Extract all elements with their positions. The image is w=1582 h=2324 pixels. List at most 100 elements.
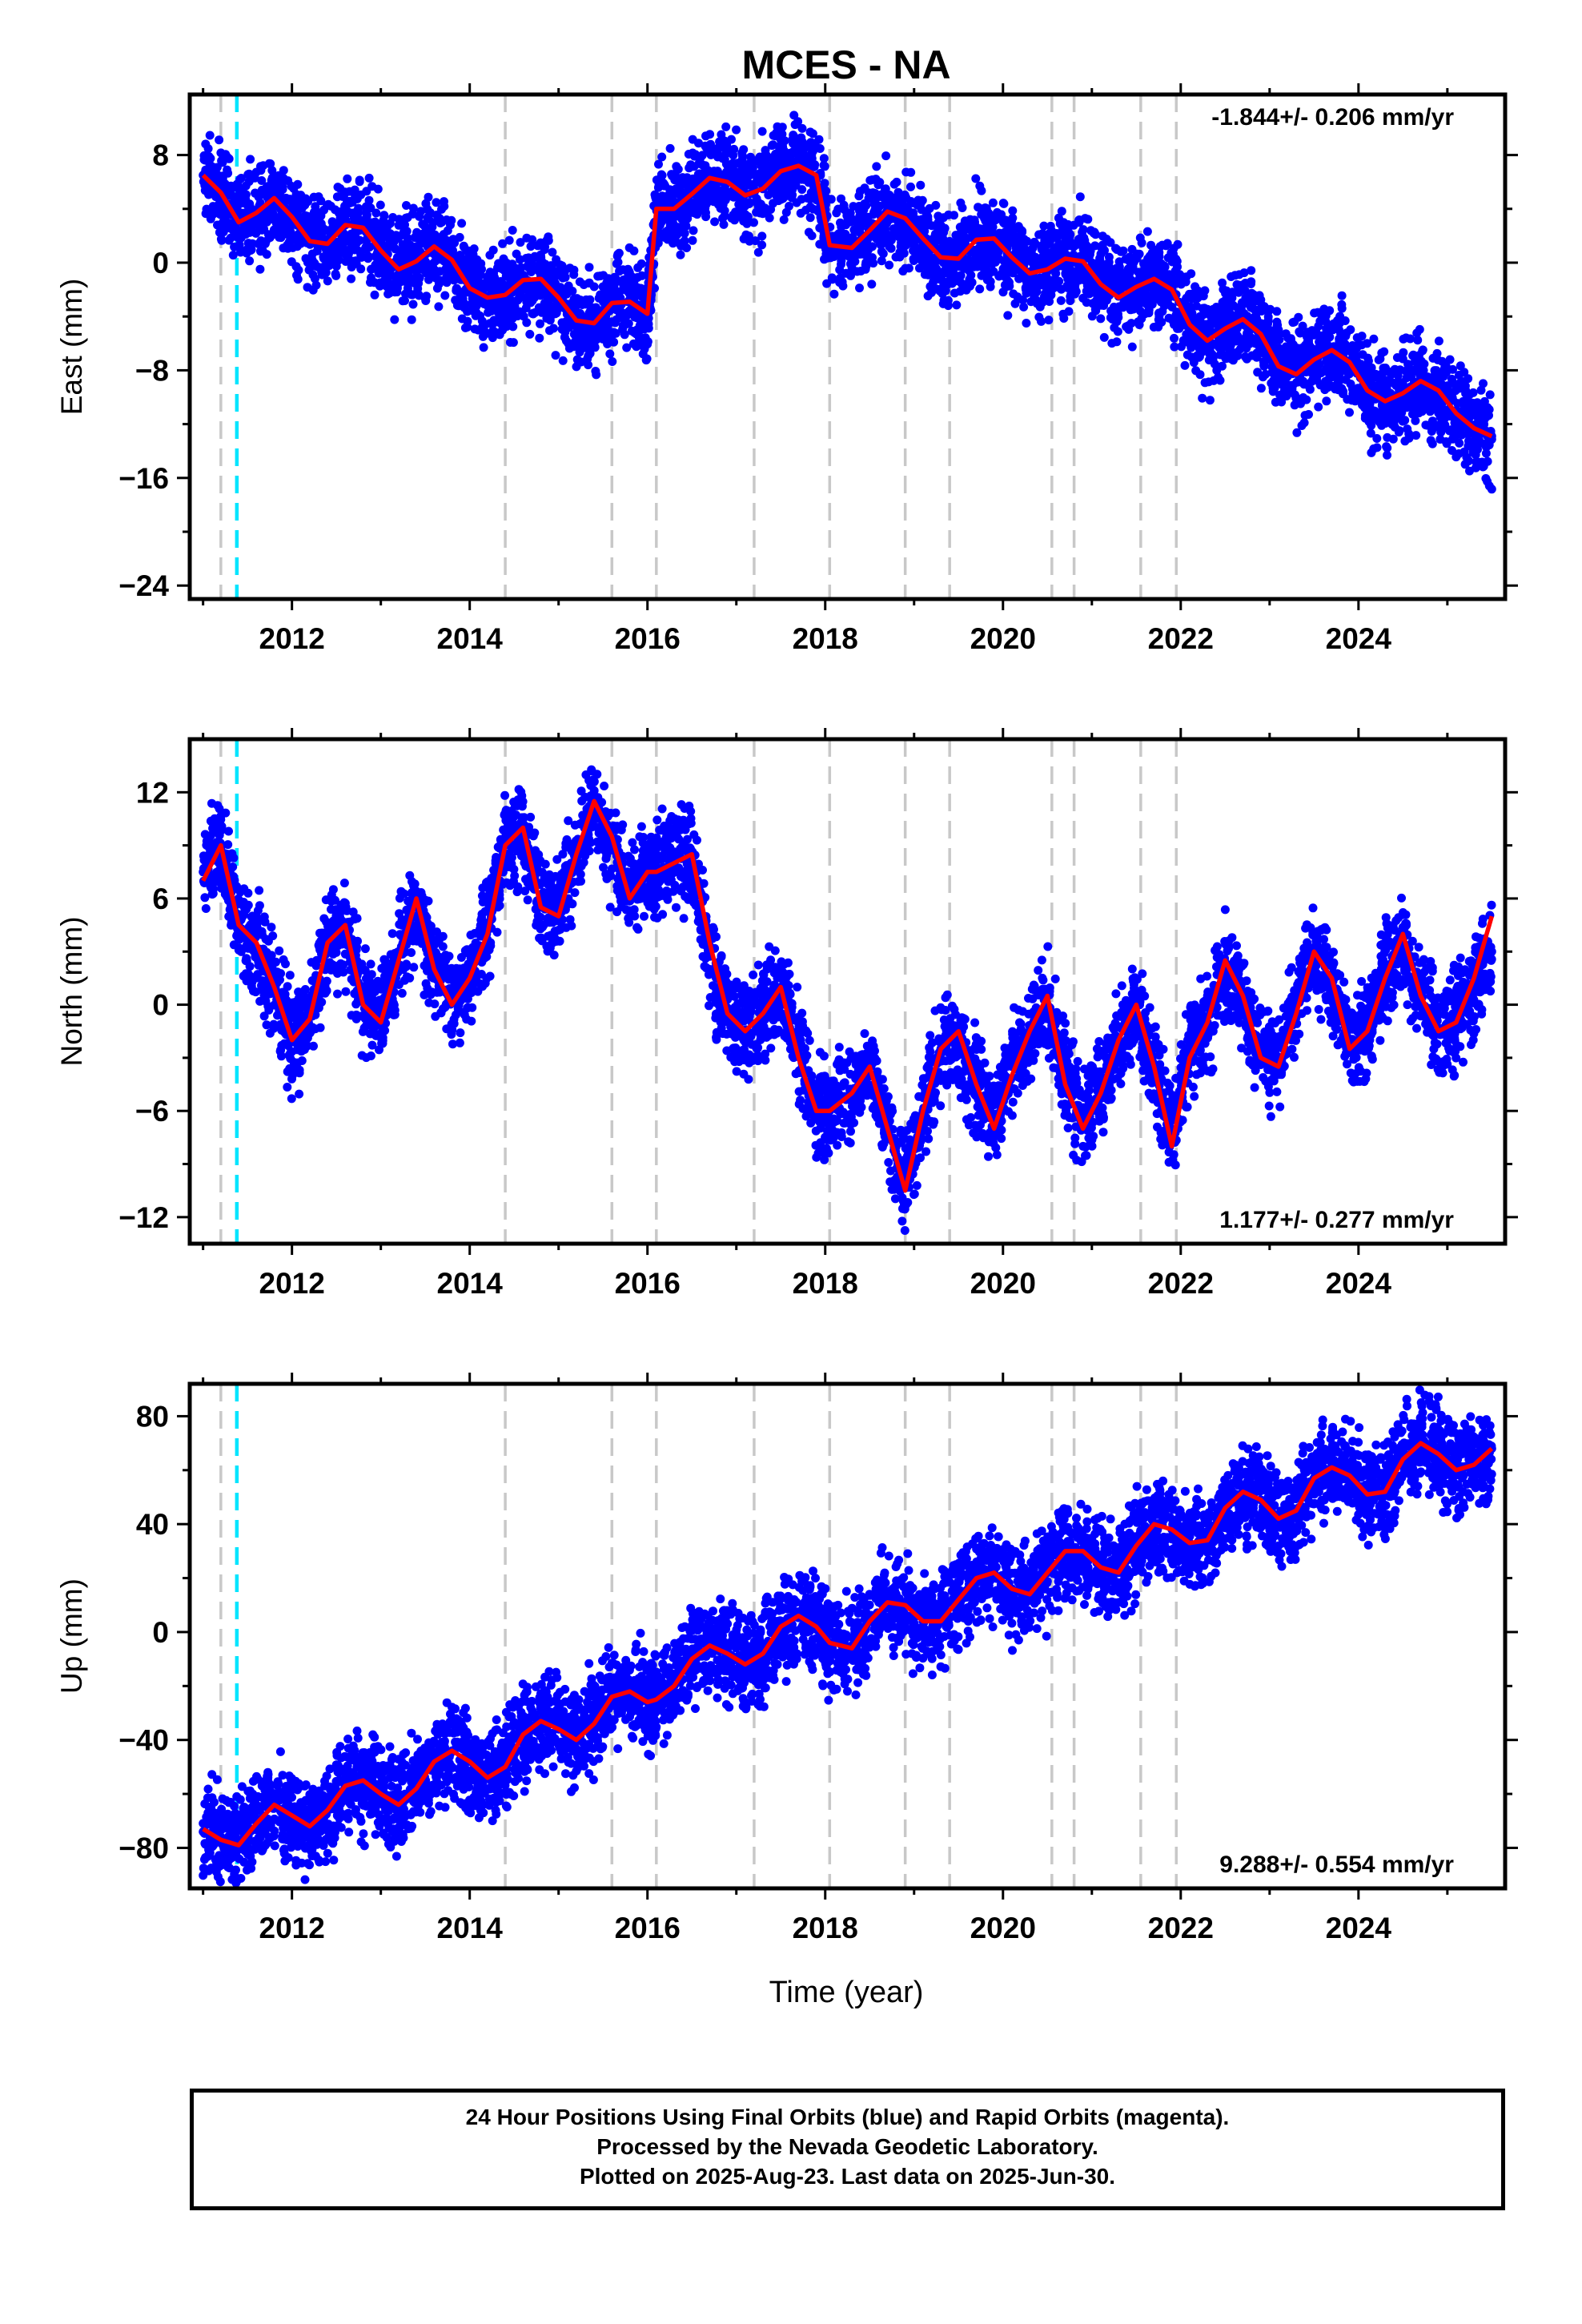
data-point (1231, 331, 1241, 340)
data-point (526, 259, 536, 268)
data-point (948, 266, 958, 275)
data-point (790, 120, 800, 130)
data-point (636, 259, 646, 268)
data-point (1331, 367, 1341, 376)
data-point (749, 218, 758, 227)
data-point (999, 199, 1009, 208)
data-point (279, 243, 288, 253)
data-point (264, 159, 274, 168)
data-point (1364, 396, 1374, 405)
data-point (536, 253, 546, 262)
data-point (814, 135, 824, 144)
data-point (624, 319, 633, 328)
data-point (853, 245, 863, 255)
data-point (984, 208, 994, 218)
data-point (1372, 434, 1382, 443)
data-point (765, 161, 775, 171)
data-point (1328, 325, 1338, 335)
data-point (305, 213, 315, 223)
data-point (215, 135, 224, 145)
data-point (757, 127, 767, 136)
data-point (878, 249, 888, 259)
data-point (693, 170, 703, 179)
data-point (1082, 241, 1091, 251)
data-point (380, 222, 390, 231)
chart-title: MCES - NA (741, 42, 950, 87)
data-point (868, 231, 877, 241)
data-point (1018, 296, 1027, 304)
data-point (1269, 376, 1279, 385)
data-point (827, 273, 837, 283)
data-point (545, 326, 554, 336)
data-point (1079, 233, 1089, 243)
data-point (1063, 219, 1073, 229)
data-point (1189, 358, 1199, 368)
data-point (431, 256, 440, 266)
data-point (1319, 334, 1329, 344)
data-point (757, 240, 767, 250)
data-point (218, 171, 227, 181)
data-point (1356, 360, 1366, 369)
data-point (938, 232, 947, 242)
data-point (1346, 325, 1355, 335)
data-point (1227, 272, 1236, 281)
data-point (851, 218, 861, 227)
data-point (654, 159, 663, 169)
data-point (1337, 300, 1347, 309)
data-point (1008, 213, 1018, 223)
data-point (1151, 260, 1161, 270)
data-point (1054, 213, 1063, 223)
data-point (682, 243, 692, 252)
data-point (1100, 270, 1110, 279)
data-point (527, 267, 536, 276)
data-point (631, 288, 640, 298)
data-point (967, 278, 977, 287)
data-point (789, 139, 797, 148)
data-point (1294, 312, 1303, 322)
data-point (589, 282, 599, 292)
data-point (333, 241, 343, 251)
data-point (1008, 230, 1018, 239)
data-point (1299, 376, 1308, 386)
data-point (1154, 315, 1163, 324)
data-point (1114, 264, 1124, 274)
data-point (1046, 221, 1055, 231)
data-point (572, 362, 581, 372)
data-point (765, 213, 774, 223)
data-point (1322, 324, 1331, 334)
data-point (797, 123, 807, 133)
data-point (1447, 446, 1456, 455)
data-point (355, 177, 364, 187)
data-point (1084, 278, 1094, 287)
data-point (202, 204, 211, 214)
data-point (420, 293, 430, 303)
data-point (1154, 292, 1164, 301)
data-point (826, 195, 836, 204)
data-point (446, 220, 455, 230)
data-point (526, 242, 536, 251)
data-point (1082, 298, 1091, 308)
data-point (907, 238, 917, 247)
data-point (1272, 307, 1282, 316)
data-point (1366, 428, 1375, 438)
data-point (590, 343, 600, 352)
data-point (224, 154, 234, 163)
data-point (1400, 416, 1410, 425)
data-point (267, 166, 277, 175)
data-point (1037, 316, 1046, 326)
data-point (1224, 352, 1234, 361)
data-point (584, 263, 594, 272)
data-point (1275, 390, 1285, 400)
data-point (584, 311, 593, 320)
data-point (1172, 257, 1182, 267)
data-point (1191, 340, 1200, 349)
data-point (383, 264, 392, 274)
data-point (1229, 300, 1238, 310)
data-point (533, 241, 543, 251)
data-point (721, 122, 731, 131)
data-point (1103, 276, 1113, 286)
data-point (1010, 299, 1020, 308)
data-point (1057, 207, 1066, 216)
data-point (1288, 318, 1298, 328)
data-point (1401, 394, 1411, 404)
